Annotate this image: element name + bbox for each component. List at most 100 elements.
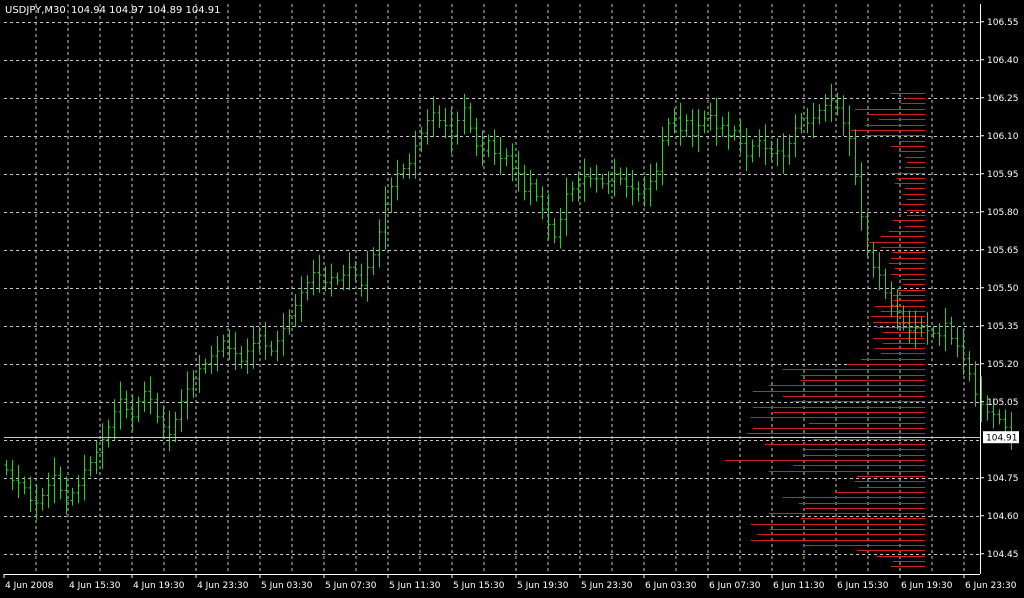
ohlc-bar bbox=[534, 178, 539, 202]
ohlc-bar bbox=[34, 484, 39, 520]
grid-lines bbox=[4, 4, 980, 574]
ohlc-bar bbox=[606, 171, 611, 194]
ohlc-bar bbox=[763, 124, 768, 165]
ohlc-bar bbox=[943, 308, 948, 352]
ohlc-bar bbox=[124, 390, 129, 419]
y-tick-label: 105.50 bbox=[987, 284, 1019, 294]
ohlc-bar bbox=[76, 475, 81, 504]
ohlc-bar bbox=[522, 164, 527, 201]
ohlc-bar bbox=[371, 247, 376, 276]
ohlc-bar bbox=[600, 173, 605, 189]
ohlc-bar bbox=[775, 138, 780, 167]
ohlc-bar bbox=[130, 395, 135, 431]
ohlc-bar bbox=[64, 476, 69, 515]
y-tick-label: 104.75 bbox=[987, 474, 1019, 484]
ohlc-bar bbox=[781, 133, 786, 174]
ohlc-bar bbox=[203, 358, 208, 374]
ohlc-bar bbox=[931, 325, 936, 339]
x-tick-label: 6 Jun 07:30 bbox=[709, 581, 761, 591]
ohlc-bar bbox=[269, 340, 274, 357]
ohlc-bar bbox=[281, 313, 286, 357]
ohlc-bar bbox=[546, 194, 551, 240]
ohlc-bar bbox=[293, 294, 298, 327]
ohlc-bar bbox=[757, 129, 762, 158]
ohlc-bar bbox=[462, 93, 467, 135]
ohlc-bar bbox=[787, 134, 792, 165]
ohlc-bar bbox=[155, 392, 160, 424]
ohlc-bar bbox=[883, 268, 888, 300]
ohlc-bar bbox=[997, 409, 1002, 425]
x-tick-label: 5 Jun 03:30 bbox=[261, 581, 313, 591]
x-tick-label: 6 Jun 23:30 bbox=[965, 581, 1017, 591]
ohlc-bar bbox=[624, 167, 629, 198]
ohlc-bar bbox=[835, 92, 840, 116]
ohlc-bar bbox=[817, 104, 822, 125]
x-tick-label: 4 Jun 23:30 bbox=[197, 581, 249, 591]
ohlc-bar bbox=[919, 316, 924, 338]
ohlc-bar bbox=[877, 252, 882, 291]
ohlc-bar bbox=[449, 107, 454, 154]
ohlc-bar bbox=[263, 321, 268, 360]
current-price-label: 104.91 bbox=[986, 434, 1018, 444]
ohlc-bar bbox=[389, 177, 394, 213]
ohlc-bar bbox=[486, 134, 491, 158]
ohlc-bar bbox=[907, 310, 912, 344]
ohlc-bar bbox=[684, 114, 689, 137]
ohlc-bar bbox=[106, 419, 111, 448]
ohlc-bar bbox=[311, 259, 316, 296]
ohlc-bar bbox=[660, 126, 665, 186]
ohlc-bar bbox=[865, 211, 870, 258]
ohlc-bar bbox=[720, 116, 725, 137]
ohlc-bar bbox=[552, 218, 557, 244]
ohlc-bar bbox=[871, 242, 876, 278]
ohlc-bar bbox=[985, 395, 990, 421]
ohlc-bar bbox=[323, 266, 328, 292]
ohlc-bar bbox=[52, 457, 57, 504]
ohlc-bar bbox=[10, 460, 15, 491]
ohlc-bar bbox=[305, 275, 310, 301]
ohlc-bar bbox=[516, 150, 521, 192]
ohlc-bar bbox=[678, 102, 683, 146]
ohlc-bar bbox=[112, 399, 117, 440]
ohlc-bar bbox=[197, 354, 202, 393]
ohlc-bar bbox=[233, 332, 238, 371]
ohlc-bar bbox=[413, 130, 418, 179]
ohlc-bar bbox=[726, 111, 731, 150]
ohlc-bar bbox=[88, 456, 93, 477]
ohlc-bar bbox=[510, 143, 515, 182]
ohlc-bar bbox=[799, 112, 804, 134]
ohlc-bar bbox=[630, 169, 635, 206]
axes: 106.55 106.40 106.25 106.10 105.95 105.80 105.… bbox=[3, 4, 1019, 591]
x-tick-label: 4 Jun 15:30 bbox=[69, 581, 121, 591]
ohlc-bar bbox=[22, 476, 27, 495]
y-tick-label: 105.65 bbox=[987, 246, 1019, 256]
ohlc-bar bbox=[70, 487, 75, 506]
ohlc-bar bbox=[576, 171, 581, 202]
ohlc-bar bbox=[275, 330, 280, 362]
ohlc-bar bbox=[395, 159, 400, 201]
ohlc-bar bbox=[636, 181, 641, 202]
ohlc-bar bbox=[672, 107, 677, 134]
ohlc-bar bbox=[480, 130, 485, 167]
ohlc-bar bbox=[714, 97, 719, 146]
x-tick-label: 5 Jun 07:30 bbox=[325, 581, 377, 591]
ohlc-bar bbox=[377, 219, 382, 268]
ohlc-bar bbox=[648, 163, 653, 207]
ohlc-bar bbox=[341, 264, 346, 291]
ohlc-bar bbox=[558, 207, 563, 249]
ohlc-bar bbox=[239, 346, 244, 369]
ohlc-bar bbox=[498, 137, 503, 175]
ohlc-bar bbox=[702, 110, 707, 134]
x-tick-label: 6 Jun 03:30 bbox=[645, 581, 697, 591]
x-tick-label: 6 Jun 19:30 bbox=[901, 581, 953, 591]
ohlc-bar bbox=[100, 423, 105, 469]
ohlc-bar bbox=[829, 83, 834, 122]
x-tick-label: 4 Jun 19:30 bbox=[133, 581, 185, 591]
ohlc-bar bbox=[750, 139, 755, 163]
ohlc-bar bbox=[148, 376, 153, 415]
ohlc-bar bbox=[949, 316, 954, 345]
ohlc-bar bbox=[570, 181, 575, 202]
ohlc-bar bbox=[504, 148, 509, 167]
